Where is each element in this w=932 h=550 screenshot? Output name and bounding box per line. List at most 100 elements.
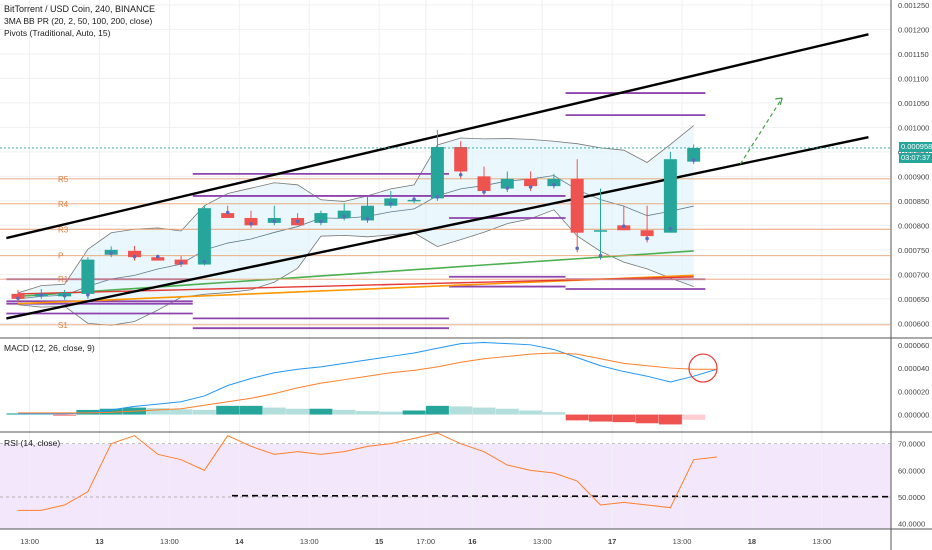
time-tick-label: 13:00: [533, 537, 552, 546]
signal-dot: [319, 219, 323, 224]
candle-body: [687, 147, 701, 162]
rsi-layer: [0, 432, 892, 511]
price-tick-label: 0.001000: [898, 123, 929, 132]
time-tick-label: 18: [748, 537, 756, 546]
macd-tick-label: 0.000020: [898, 387, 929, 396]
rsi-tick-label: 40.0000: [898, 520, 925, 529]
macd-histogram-bar: [565, 414, 589, 421]
macd-histogram-bar: [425, 405, 449, 415]
time-tick-label: 14: [235, 537, 244, 546]
price-tick-label: 0.000950: [898, 148, 929, 157]
candle-body: [314, 213, 328, 223]
macd-tick-label: 0.000040: [898, 364, 929, 373]
rsi-tick-label: 60.0000: [898, 466, 925, 475]
signal-dot: [179, 261, 183, 265]
signal-dot: [505, 186, 510, 190]
time-tick-label: 13:00: [20, 537, 39, 546]
signal-dot: [132, 254, 137, 259]
signal-dot: [225, 210, 230, 215]
candle-body: [128, 250, 141, 258]
price-tick-label: 0.000650: [898, 295, 929, 304]
signal-dot: [622, 224, 626, 229]
bb-indicator-label[interactable]: 3MA BB PR (20, 2, 50, 100, 200, close): [4, 16, 153, 26]
bollinger-fill: [18, 125, 694, 326]
projection-arrowhead: [775, 97, 783, 106]
signal-dot: [412, 197, 416, 202]
macd-histogram-bar: [402, 410, 426, 415]
candle-body: [454, 146, 468, 172]
rsi-tick-label: 70.0000: [898, 440, 925, 449]
macd-cross-highlight: [688, 353, 718, 383]
pivot-label: R3: [58, 225, 69, 234]
price-tick-label: 0.000700: [898, 270, 929, 279]
price-tick-label: 0.001150: [898, 50, 929, 59]
macd-histogram-bar: [53, 414, 77, 416]
rsi-background: [0, 444, 891, 529]
rsi-line: [18, 432, 718, 511]
pivots-indicator-label[interactable]: Pivots (Traditional, Auto, 15): [4, 28, 111, 38]
countdown-badge: 03:07:37: [899, 153, 932, 163]
macd-indicator-label[interactable]: MACD (12, 26, close, 9): [4, 343, 95, 353]
time-tick-label: 17: [608, 537, 616, 546]
macd-histogram-bar: [29, 413, 53, 415]
candle-body: [197, 208, 211, 265]
macd-histogram-bar: [76, 409, 100, 415]
candle-body: [524, 178, 538, 187]
signal-dot: [389, 201, 393, 206]
macd-histogram-bar: [472, 407, 496, 415]
signal-dot: [39, 293, 44, 297]
bollinger-upper: [17, 125, 694, 294]
signal-dot: [249, 221, 253, 226]
rsi-indicator-label[interactable]: RSI (14, close): [4, 438, 61, 448]
pivot-label: R4: [58, 200, 69, 209]
macd-histogram-bar: [216, 405, 240, 415]
signal-dot: [156, 254, 160, 259]
signal-dot: [295, 219, 300, 224]
signal-dot: [645, 236, 649, 241]
macd-histogram-bar: [589, 414, 612, 422]
time-tick-label: 13:00: [300, 537, 319, 546]
macd-histogram-bar: [309, 408, 333, 415]
signal-dot: [668, 226, 673, 231]
macd-histogram-bar: [286, 408, 310, 415]
signal-dot: [575, 246, 579, 251]
candle-body: [361, 205, 374, 221]
macd-line: [18, 341, 718, 415]
pivot-label: P: [58, 252, 63, 261]
signal-dot: [458, 172, 463, 177]
macd-histogram-bar: [356, 411, 379, 415]
macd-histogram-bar: [99, 408, 123, 415]
price-tick-label: 0.000900: [898, 172, 929, 181]
candle-body: [430, 146, 444, 199]
macd-histogram-bar: [612, 414, 636, 423]
macd-histogram-bar: [682, 414, 706, 420]
candle-body: [477, 176, 491, 192]
macd-histogram-bar: [379, 411, 403, 415]
time-tick-label: 17:00: [416, 537, 435, 546]
price-tick-label: 0.000600: [898, 319, 929, 328]
last-price-badge: 0.000958: [899, 142, 932, 152]
candle-body: [570, 178, 584, 233]
signal-dot: [528, 185, 533, 189]
macd-histogram-bar: [542, 412, 566, 415]
band-fill-layer: [18, 125, 694, 326]
macd-tick-label: 0.000060: [898, 341, 929, 350]
price-tick-label: 0.001200: [898, 25, 929, 34]
channel-trend-line: [6, 135, 869, 320]
candle-body: [594, 230, 607, 232]
time-tick-label: 13:00: [812, 537, 831, 546]
candle-body: [337, 210, 351, 218]
signal-dot: [62, 293, 67, 298]
macd-histogram-bar: [192, 409, 216, 415]
signal-dot: [365, 217, 370, 221]
time-tick-label: 13: [95, 537, 103, 546]
macd-histogram-bar: [449, 406, 473, 415]
macd-layer: [6, 341, 718, 425]
candle-body: [81, 259, 95, 294]
signal-dot: [16, 296, 20, 301]
macd-histogram-bar: [239, 405, 263, 415]
time-tick-label: 13:00: [673, 537, 692, 546]
candle-body: [11, 293, 25, 299]
axes-layer: 0.000600 0.000650 0.000700 0.000750 0.000800…: [20, 1, 929, 546]
